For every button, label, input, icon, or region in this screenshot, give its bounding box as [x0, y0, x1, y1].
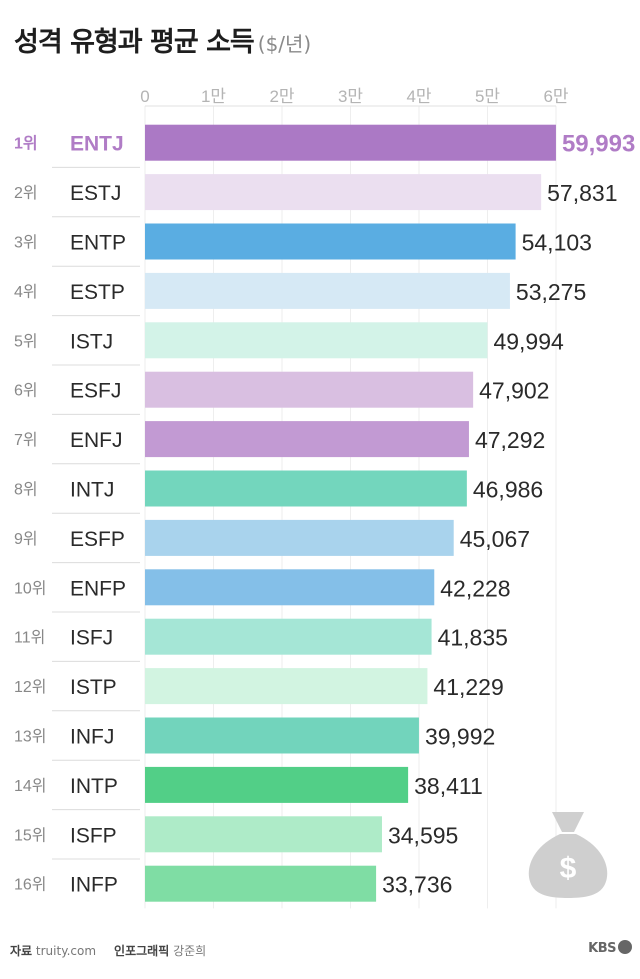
- value-label: 54,103: [522, 230, 592, 256]
- value-label: 49,994: [493, 328, 564, 354]
- bar: [145, 470, 467, 507]
- kbs-logo: KBS: [588, 940, 632, 956]
- value-label: 38,411: [414, 773, 483, 799]
- type-label: ENFP: [70, 577, 126, 600]
- x-tick-label: 0: [140, 87, 149, 106]
- rank-label: 12위: [14, 678, 47, 696]
- value-label: 53,275: [516, 279, 586, 305]
- rank-label: 6위: [14, 382, 38, 400]
- type-label: INFP: [70, 874, 118, 897]
- type-label: INTP: [70, 775, 118, 798]
- footer: 자료 truity.com 인포그래픽 강준희: [10, 942, 206, 959]
- rank-label: 2위: [14, 184, 38, 202]
- value-label: 41,229: [433, 674, 503, 700]
- rank-label: 7위: [14, 431, 38, 449]
- rank-label: 11위: [14, 629, 45, 647]
- bar: [145, 174, 542, 211]
- type-label: ESTP: [70, 281, 125, 304]
- rank-label: 9위: [14, 530, 38, 548]
- rank-label: 8위: [14, 481, 38, 499]
- source-label: 자료: [10, 944, 33, 958]
- value-label: 57,831: [547, 180, 617, 206]
- value-label: 33,736: [382, 872, 452, 898]
- type-label: ISTJ: [70, 330, 113, 353]
- value-label: 39,992: [425, 724, 495, 750]
- credit-label: 인포그래픽: [114, 944, 170, 958]
- type-label: ISFJ: [70, 627, 113, 650]
- bar: [145, 668, 428, 705]
- rank-label: 14위: [14, 777, 47, 795]
- type-label: ISFP: [70, 824, 117, 847]
- bar: [145, 322, 488, 359]
- bar: [145, 519, 454, 556]
- rank-label: 15위: [14, 826, 47, 844]
- rank-label: 1위: [14, 135, 38, 153]
- value-label: 59,993: [562, 131, 635, 158]
- rank-label: 5위: [14, 332, 38, 350]
- rank-label: 13위: [14, 728, 47, 746]
- svg-text:$: $: [560, 852, 577, 885]
- money-bag-icon: $: [528, 812, 608, 898]
- type-label: ESFP: [70, 528, 125, 551]
- bar: [145, 618, 432, 655]
- bar: [145, 717, 419, 754]
- type-label: INFJ: [70, 726, 114, 749]
- unit-label: ($/년): [257, 32, 312, 56]
- value-label: 42,228: [440, 575, 510, 601]
- value-label: 46,986: [473, 477, 543, 503]
- bar: [145, 865, 377, 902]
- value-label: 41,835: [438, 625, 508, 651]
- bar: [145, 421, 469, 458]
- bar: [145, 766, 409, 803]
- x-tick-label: 3만: [338, 87, 363, 106]
- value-label: 47,292: [475, 427, 545, 453]
- x-tick-label: 5만: [475, 87, 500, 106]
- chart-title: 성격 유형과 평균 소득 ($/년): [14, 27, 312, 58]
- x-tick-label: 4만: [406, 87, 431, 106]
- bar: [145, 272, 510, 309]
- rank-label: 4위: [14, 283, 38, 301]
- bar: [145, 223, 516, 260]
- bar: [145, 816, 382, 853]
- x-tick-label: 2만: [269, 87, 294, 106]
- value-label: 34,595: [388, 822, 458, 848]
- source-text: truity.com: [35, 944, 97, 958]
- x-tick-label: 6만: [543, 87, 568, 106]
- type-label: ENFJ: [70, 429, 123, 452]
- credit-text: 강준희: [173, 944, 207, 958]
- bar: [145, 124, 556, 161]
- rank-label: 3위: [14, 234, 38, 252]
- type-label: INTJ: [70, 479, 114, 502]
- bar: [145, 569, 435, 606]
- rank-label: 16위: [14, 876, 47, 894]
- type-label: ESFJ: [70, 380, 121, 403]
- value-label: 47,902: [479, 378, 549, 404]
- type-label: ENTJ: [70, 133, 124, 156]
- type-label: ESTJ: [70, 182, 121, 205]
- type-label: ISTP: [70, 676, 117, 699]
- bar: [145, 371, 474, 408]
- value-label: 45,067: [460, 526, 530, 552]
- type-label: ENTP: [70, 232, 126, 255]
- rank-label: 10위: [14, 579, 47, 597]
- x-tick-label: 1만: [201, 87, 226, 106]
